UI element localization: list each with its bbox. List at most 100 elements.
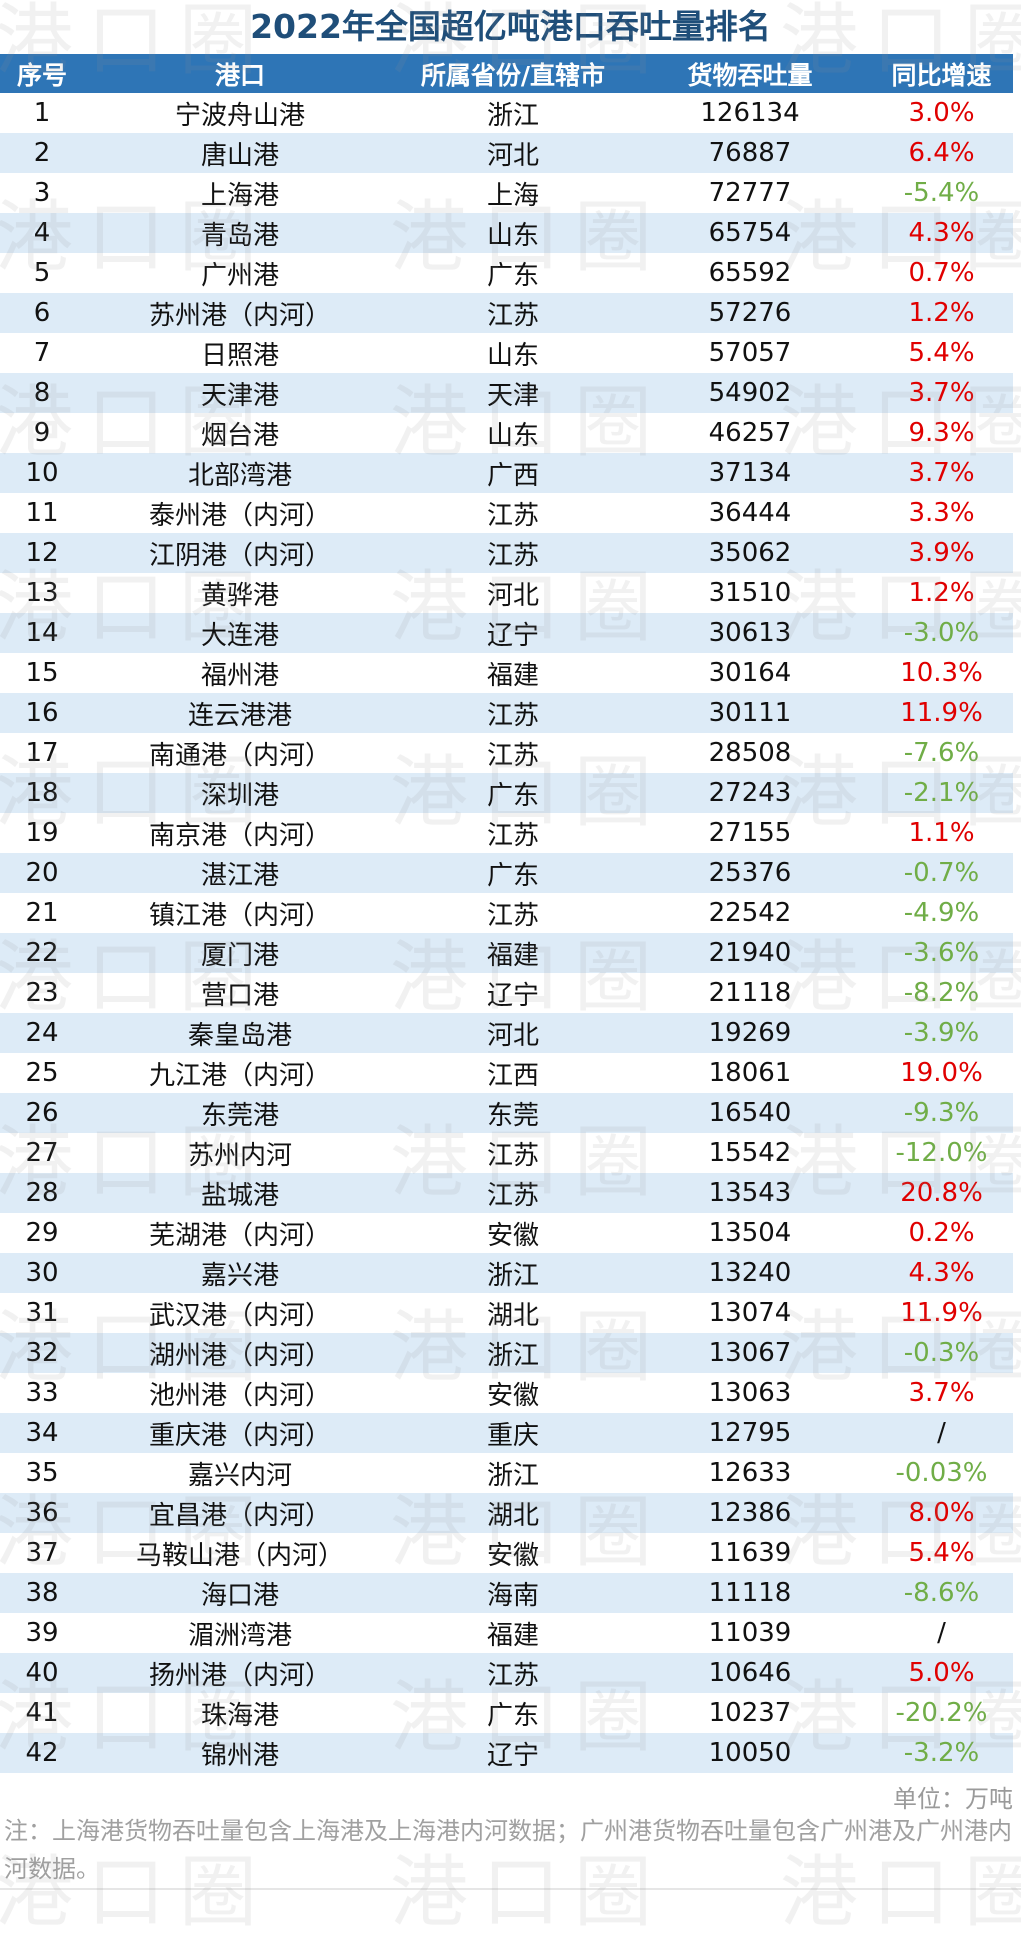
throughput-cell: 54902 (708, 378, 792, 408)
rank-cell: 18 (25, 778, 59, 808)
port-cell: 镇江港（内河） (148, 900, 331, 931)
port-cell: 嘉兴港 (200, 1260, 279, 1291)
province-cell: 安徽 (486, 1380, 539, 1411)
growth-cell: -5.4% (903, 178, 980, 208)
rank-cell: 28 (25, 1178, 59, 1208)
growth-cell: 3.7% (908, 1378, 975, 1408)
throughput-cell: 21940 (708, 938, 792, 968)
table-row: 28 盐城港 江苏 13543 20.8% (0, 1173, 1013, 1213)
port-cell: 湛江港 (200, 860, 279, 891)
table-row: 33 池州港（内河） 安徽 13063 3.7% (0, 1373, 1013, 1413)
footer-divider (0, 1888, 1021, 1890)
growth-cell: -9.3% (903, 1098, 980, 1128)
province-cell: 山东 (486, 420, 539, 451)
table-row: 2 唐山港 河北 76887 6.4% (0, 133, 1013, 173)
rank-cell: 6 (33, 298, 51, 328)
port-cell: 东莞港 (200, 1100, 279, 1131)
growth-cell: -7.6% (903, 738, 980, 768)
province-cell: 福建 (486, 1620, 539, 1651)
table-row: 1 宁波舟山港 浙江 126134 3.0% (0, 93, 1013, 133)
growth-cell: -8.2% (903, 978, 980, 1008)
growth-cell: -3.6% (903, 938, 980, 968)
province-cell: 辽宁 (486, 980, 539, 1011)
rank-cell: 24 (25, 1018, 59, 1048)
table-row: 41 珠海港 广东 10237 -20.2% (0, 1693, 1013, 1733)
port-cell: 江阴港（内河） (148, 540, 331, 571)
province-cell: 广东 (486, 260, 539, 291)
port-cell: 南通港（内河） (148, 740, 331, 771)
header-rank: 序号 (16, 60, 67, 90)
rank-cell: 10 (25, 458, 59, 488)
throughput-cell: 22542 (708, 898, 792, 928)
growth-cell: 19.0% (900, 1058, 983, 1088)
rank-cell: 22 (25, 938, 59, 968)
table-row: 13 黄骅港 河北 31510 1.2% (0, 573, 1013, 613)
rank-cell: 39 (25, 1618, 59, 1648)
table-row: 5 广州港 广东 65592 0.7% (0, 253, 1013, 293)
rank-cell: 14 (25, 618, 59, 648)
throughput-cell: 13074 (708, 1298, 792, 1328)
province-cell: 广东 (486, 1700, 539, 1731)
rank-cell: 9 (33, 418, 51, 448)
province-cell: 山东 (486, 340, 539, 371)
province-cell: 江苏 (486, 540, 539, 571)
port-cell: 营口港 (200, 980, 279, 1011)
growth-cell: 20.8% (900, 1178, 983, 1208)
rank-cell: 13 (25, 578, 59, 608)
province-cell: 广东 (486, 860, 539, 891)
port-cell: 连云港港 (187, 700, 292, 731)
province-cell: 安徽 (486, 1220, 539, 1251)
province-cell: 江苏 (486, 1140, 539, 1171)
port-cell: 九江港（内河） (148, 1060, 331, 1091)
rank-cell: 15 (25, 658, 59, 688)
table-row: 37 马鞍山港（内河） 安徽 11639 5.4% (0, 1533, 1013, 1573)
province-cell: 山东 (486, 220, 539, 251)
table-row: 23 营口港 辽宁 21118 -8.2% (0, 973, 1013, 1013)
port-cell: 湄洲湾港 (187, 1620, 292, 1651)
table-row: 42 锦州港 辽宁 10050 -3.2% (0, 1733, 1013, 1773)
port-cell: 马鞍山港（内河） (135, 1540, 344, 1571)
table-row: 31 武汉港（内河） 湖北 13074 11.9% (0, 1293, 1013, 1333)
port-cell: 天津港 (200, 380, 279, 411)
throughput-cell: 65754 (708, 218, 792, 248)
growth-cell: -3.0% (903, 618, 980, 648)
province-cell: 安徽 (486, 1540, 539, 1571)
port-cell: 扬州港（内河） (148, 1660, 331, 1691)
table-row: 30 嘉兴港 浙江 13240 4.3% (0, 1253, 1013, 1293)
province-cell: 辽宁 (486, 620, 539, 651)
growth-cell: 3.9% (908, 538, 975, 568)
table-row: 18 深圳港 广东 27243 -2.1% (0, 773, 1013, 813)
table-header: 序号 港口 所属省份/直辖市 货物吞吐量 同比增速 (0, 54, 1013, 93)
throughput-cell: 76887 (708, 138, 792, 168)
province-cell: 河北 (486, 580, 539, 611)
growth-cell: -20.2% (895, 1698, 988, 1728)
throughput-cell: 27155 (708, 818, 792, 848)
rank-cell: 37 (25, 1538, 59, 1568)
growth-cell: 3.7% (908, 378, 975, 408)
table-row: 20 湛江港 广东 25376 -0.7% (0, 853, 1013, 893)
province-cell: 江苏 (486, 500, 539, 531)
throughput-cell: 65592 (708, 258, 792, 288)
throughput-cell: 30164 (708, 658, 792, 688)
province-cell: 江苏 (486, 700, 539, 731)
province-cell: 河北 (486, 140, 539, 171)
throughput-cell: 10050 (708, 1738, 792, 1768)
table-row: 12 江阴港（内河） 江苏 35062 3.9% (0, 533, 1013, 573)
rank-cell: 27 (25, 1138, 59, 1168)
port-cell: 烟台港 (200, 420, 279, 451)
port-cell: 秦皇岛港 (187, 1020, 292, 1051)
rank-cell: 3 (33, 178, 51, 208)
throughput-cell: 13504 (708, 1218, 792, 1248)
rank-cell: 12 (25, 538, 59, 568)
province-cell: 重庆 (486, 1420, 539, 1451)
growth-cell: 11.9% (900, 1298, 983, 1328)
port-cell: 福州港 (200, 660, 279, 691)
rank-cell: 33 (25, 1378, 59, 1408)
table-row: 4 青岛港 山东 65754 4.3% (0, 213, 1013, 253)
rank-cell: 17 (25, 738, 59, 768)
province-cell: 江苏 (486, 740, 539, 771)
footnote: 注：上海港货物吞吐量包含上海港及上海港内河数据；广州港货物吞吐量包含广州港及广州… (4, 1817, 1012, 1883)
port-cell: 黄骅港 (200, 580, 279, 611)
table-row: 15 福州港 福建 30164 10.3% (0, 653, 1013, 693)
header-port: 港口 (214, 60, 265, 90)
